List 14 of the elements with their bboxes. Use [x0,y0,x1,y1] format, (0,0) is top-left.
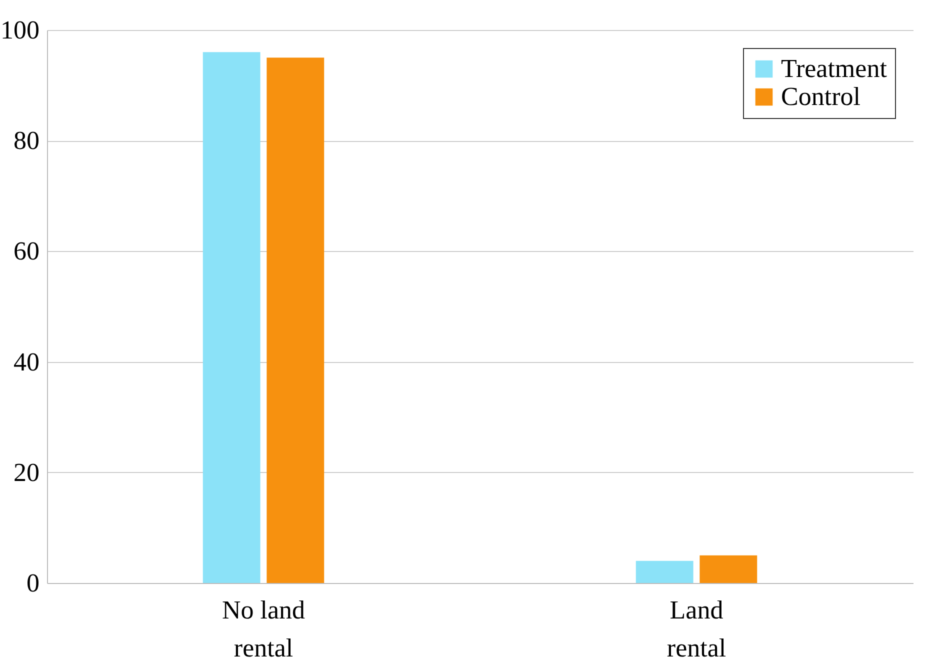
bar [636,560,694,583]
bar [266,58,324,583]
y-tick-label: 100 [0,16,40,44]
bar [700,555,758,583]
x-tick-label: Land rental [666,596,726,660]
legend-label: Treatment [781,54,888,83]
y-tick-label: 20 [14,458,40,487]
x-tick-label: No land rental [222,596,306,660]
y-tick-label: 40 [14,347,40,376]
y-tick-label: 80 [14,126,40,156]
y-tick-label: 60 [14,236,40,266]
bar [202,52,260,583]
y-tick-label: 0 [26,568,40,598]
legend-label: Control [781,82,860,111]
